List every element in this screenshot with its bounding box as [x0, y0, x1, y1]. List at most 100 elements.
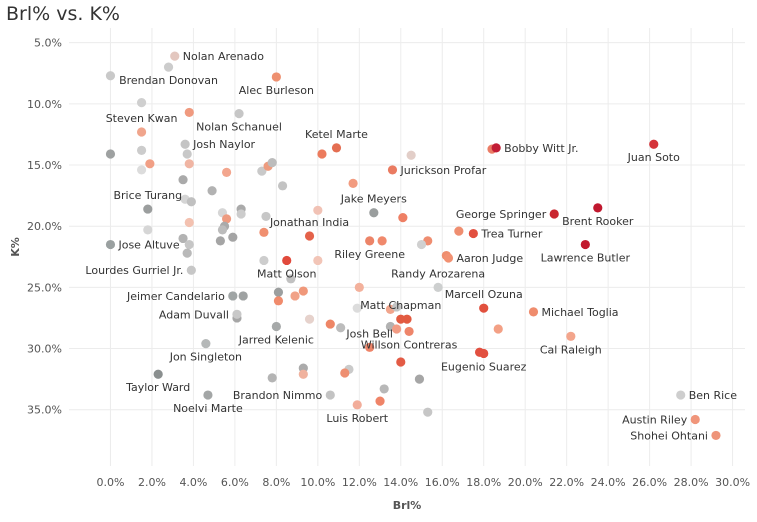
data-point[interactable] [433, 282, 443, 292]
data-point[interactable] [454, 226, 464, 236]
data-point[interactable] [153, 369, 163, 379]
data-point[interactable] [184, 159, 194, 169]
data-point[interactable] [313, 205, 323, 215]
data-point[interactable] [298, 369, 308, 379]
data-point[interactable] [203, 390, 213, 400]
data-point[interactable] [184, 107, 194, 118]
data-point[interactable] [215, 236, 225, 246]
data-point[interactable] [676, 390, 686, 400]
data-point[interactable] [404, 326, 414, 337]
data-point[interactable] [325, 390, 335, 400]
data-point[interactable] [261, 211, 271, 222]
data-point[interactable] [406, 150, 416, 160]
data-point[interactable] [186, 197, 196, 207]
data-point[interactable] [369, 208, 379, 218]
data-point[interactable] [340, 368, 350, 378]
data-point[interactable] [201, 339, 211, 349]
data-point[interactable] [207, 186, 217, 196]
data-point[interactable] [423, 407, 433, 417]
data-point[interactable] [468, 228, 478, 239]
data-point[interactable] [690, 414, 700, 425]
data-point[interactable] [221, 167, 232, 177]
data-point[interactable] [325, 319, 335, 329]
data-point[interactable] [182, 149, 192, 159]
data-point[interactable] [184, 239, 194, 250]
data-point[interactable] [365, 236, 375, 246]
data-point[interactable] [267, 157, 277, 168]
data-point[interactable] [549, 209, 559, 219]
data-point[interactable] [180, 139, 190, 149]
data-point[interactable] [352, 303, 362, 313]
data-point[interactable] [182, 248, 192, 258]
data-point[interactable] [234, 109, 244, 119]
data-point[interactable] [649, 139, 659, 149]
data-point[interactable] [273, 296, 284, 306]
data-point[interactable] [170, 51, 180, 61]
data-point[interactable] [286, 274, 296, 284]
data-point[interactable] [387, 165, 398, 175]
data-point[interactable] [259, 227, 269, 237]
data-point[interactable] [257, 166, 267, 176]
data-point[interactable] [267, 373, 277, 383]
data-point[interactable] [105, 149, 116, 159]
data-point[interactable] [136, 127, 147, 137]
data-point[interactable] [271, 72, 281, 82]
data-point[interactable] [392, 324, 402, 334]
data-point[interactable] [282, 255, 292, 266]
data-point[interactable] [186, 265, 196, 275]
data-point[interactable] [105, 239, 116, 250]
data-point[interactable] [273, 287, 284, 297]
data-point[interactable] [348, 178, 358, 188]
data-point[interactable] [217, 225, 228, 235]
data-point[interactable] [304, 231, 315, 241]
data-point[interactable] [566, 331, 576, 341]
data-point[interactable] [136, 98, 147, 108]
data-point[interactable] [228, 232, 238, 242]
data-point[interactable] [365, 342, 375, 352]
data-point[interactable] [398, 213, 408, 223]
data-point[interactable] [491, 143, 501, 153]
data-point[interactable] [163, 62, 174, 72]
data-point[interactable] [178, 175, 188, 185]
data-point[interactable] [479, 303, 489, 313]
data-point[interactable] [331, 143, 342, 153]
data-point[interactable] [143, 204, 153, 214]
data-point[interactable] [336, 323, 346, 333]
data-point[interactable] [232, 309, 242, 319]
data-point[interactable] [443, 253, 454, 263]
data-point[interactable] [396, 314, 406, 324]
data-point[interactable] [136, 145, 147, 155]
data-point[interactable] [354, 282, 364, 292]
data-point[interactable] [593, 203, 603, 213]
data-point[interactable] [304, 314, 315, 324]
data-point[interactable] [711, 430, 721, 441]
data-point[interactable] [236, 209, 246, 219]
data-point[interactable] [352, 400, 362, 410]
data-point[interactable] [178, 233, 188, 244]
data-point[interactable] [414, 374, 425, 384]
data-point[interactable] [396, 357, 406, 367]
data-point[interactable] [416, 239, 427, 250]
data-point[interactable] [228, 291, 238, 301]
data-point[interactable] [479, 348, 489, 359]
data-point[interactable] [392, 302, 402, 312]
data-point[interactable] [298, 286, 308, 296]
data-point[interactable] [377, 236, 387, 246]
data-point[interactable] [277, 181, 288, 191]
data-point[interactable] [290, 291, 300, 301]
data-point[interactable] [375, 396, 385, 406]
data-point[interactable] [143, 225, 153, 235]
data-point[interactable] [145, 159, 155, 169]
data-point[interactable] [136, 165, 147, 175]
data-point[interactable] [493, 324, 503, 334]
data-point[interactable] [379, 384, 389, 394]
data-point[interactable] [221, 214, 232, 224]
data-point[interactable] [528, 307, 539, 317]
data-point[interactable] [238, 291, 248, 301]
data-point[interactable] [271, 321, 281, 332]
data-point[interactable] [313, 255, 323, 266]
data-point[interactable] [317, 149, 327, 159]
data-point[interactable] [580, 239, 590, 250]
data-point[interactable] [105, 71, 116, 81]
data-point[interactable] [259, 255, 269, 266]
